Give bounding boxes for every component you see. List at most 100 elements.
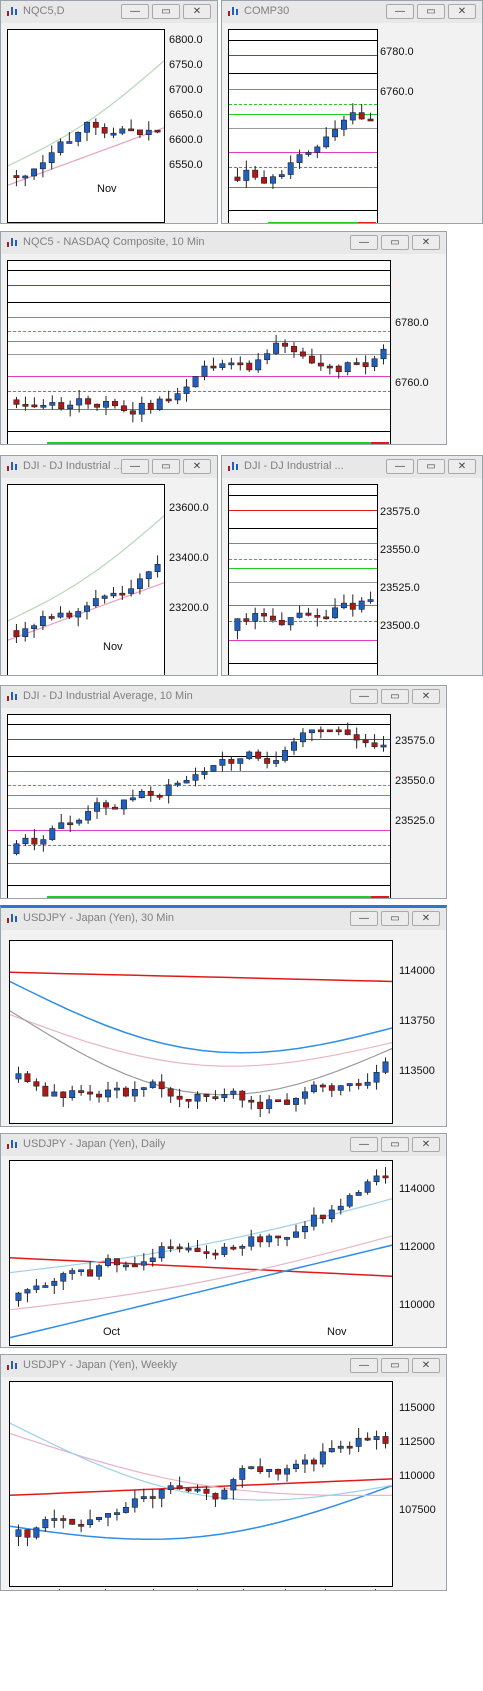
restore-button[interactable]: ▭ xyxy=(381,689,409,704)
restore-button[interactable]: ▭ xyxy=(417,4,445,19)
session-bar xyxy=(47,896,371,898)
plot-area[interactable] xyxy=(9,1381,393,1587)
candle-body xyxy=(119,128,126,134)
candle-body xyxy=(310,1084,317,1093)
close-button[interactable]: ✕ xyxy=(412,235,440,250)
chart-window-dji-30[interactable]: DJI - DJ Industrial ... — ▭ ✕ 23575.0 23550.0… xyxy=(221,455,483,676)
x-axis-tick xyxy=(243,1589,244,1590)
minimize-button[interactable]: — xyxy=(121,4,149,19)
candle-body xyxy=(364,1081,371,1086)
candle-body xyxy=(13,399,20,405)
window-titlebar[interactable]: COMP30 — ▭ ✕ xyxy=(222,1,482,23)
minimize-button[interactable]: — xyxy=(121,459,149,474)
x-axis-label: Apr 17 xyxy=(61,1589,93,1590)
restore-icon: ▭ xyxy=(390,691,400,702)
minimize-button[interactable]: — xyxy=(350,235,378,250)
x-axis-label: May xyxy=(107,1589,128,1590)
candle-body xyxy=(373,1175,380,1183)
window-titlebar[interactable]: NQC5,D — ▭ ✕ xyxy=(1,1,217,23)
window-title: COMP30 xyxy=(244,5,290,17)
close-button[interactable]: ✕ xyxy=(448,4,476,19)
minimize-button[interactable]: — xyxy=(350,1358,378,1373)
candle-body xyxy=(49,828,56,840)
close-button[interactable]: ✕ xyxy=(412,1358,440,1373)
chart-window-nqc5-daily[interactable]: NQC5,D — ▭ ✕ 6800.0 6750.0 6700.0 6650.0 6600.0 6… xyxy=(0,0,218,224)
candle-body xyxy=(362,739,369,744)
candle-body xyxy=(346,1445,353,1449)
plot-area[interactable] xyxy=(228,484,378,675)
candle-body xyxy=(246,751,253,759)
plot-area[interactable] xyxy=(7,484,165,675)
chart-window-usdjpy-30min[interactable]: USDJPY - Japan (Yen), 30 Min — ▭ ✕ 114000 113… xyxy=(0,905,447,1127)
minimize-button[interactable]: — xyxy=(386,4,414,19)
restore-button[interactable]: ▭ xyxy=(152,459,180,474)
close-icon: ✕ xyxy=(457,461,467,472)
candle-body xyxy=(305,612,312,616)
candle-body xyxy=(138,402,145,415)
candle-body xyxy=(301,1225,308,1233)
candle-body xyxy=(293,1463,299,1469)
candle-body xyxy=(319,1451,326,1465)
minimize-icon: — xyxy=(395,461,405,472)
candle-body xyxy=(174,393,181,401)
candle-body xyxy=(299,732,306,743)
chart-window-usdjpy-weekly[interactable]: USDJPY - Japan (Yen), Weekly — ▭ ✕ 115000 112… xyxy=(0,1354,447,1591)
chart-window-dji-10min[interactable]: DJI - DJ Industrial Average, 10 Min — ▭ ✕ 23… xyxy=(0,685,447,899)
price-chart-svg xyxy=(10,1167,392,1339)
price-chart-svg xyxy=(229,40,377,211)
minimize-button[interactable]: — xyxy=(350,1137,378,1152)
close-button[interactable]: ✕ xyxy=(183,459,211,474)
window-titlebar[interactable]: DJI - DJ Industrial ... — ▭ ✕ xyxy=(1,456,217,478)
plot-area[interactable] xyxy=(7,29,165,223)
chart-window-usdjpy-daily[interactable]: USDJPY - Japan (Yen), Daily — ▭ ✕ 114000 1120… xyxy=(0,1133,447,1348)
minimize-button[interactable]: — xyxy=(386,459,414,474)
plot-area[interactable] xyxy=(7,260,391,444)
restore-button[interactable]: ▭ xyxy=(381,911,409,926)
close-button[interactable]: ✕ xyxy=(412,911,440,926)
candle-body xyxy=(243,618,250,622)
chart-window-dji-daily[interactable]: DJI - DJ Industrial ... — ▭ ✕ 23600.0 23400.0… xyxy=(0,455,218,676)
restore-button[interactable]: ▭ xyxy=(381,235,409,250)
candle-body xyxy=(237,362,244,366)
close-button[interactable]: ✕ xyxy=(412,689,440,704)
candle-body xyxy=(308,355,315,364)
window-titlebar[interactable]: USDJPY - Japan (Yen), Daily — ▭ ✕ xyxy=(1,1134,446,1156)
minimize-button[interactable]: — xyxy=(350,689,378,704)
restore-button[interactable]: ▭ xyxy=(417,459,445,474)
app-icon xyxy=(6,460,18,472)
candle-body xyxy=(111,401,118,407)
candle-body xyxy=(328,1209,335,1220)
moving-average-line xyxy=(10,971,392,983)
window-titlebar[interactable]: NQC5 - NASDAQ Composite, 10 Min — ▭ ✕ xyxy=(1,232,446,254)
y-axis-label: 107500 xyxy=(399,1504,436,1516)
plot-area[interactable] xyxy=(9,940,393,1124)
candle-body xyxy=(346,1083,353,1086)
close-button[interactable]: ✕ xyxy=(412,1137,440,1152)
candle-body xyxy=(183,386,190,394)
minimize-button[interactable]: — xyxy=(350,911,378,926)
plot-area[interactable] xyxy=(228,29,378,223)
x-axis-label: 17:00 xyxy=(113,1126,141,1127)
candle-body xyxy=(319,1214,326,1220)
plot-area[interactable] xyxy=(9,1160,393,1346)
restore-button[interactable]: ▭ xyxy=(381,1358,409,1373)
close-button[interactable]: ✕ xyxy=(183,4,211,19)
candle-body xyxy=(203,1488,210,1494)
candle-body xyxy=(96,1516,103,1521)
window-titlebar[interactable]: DJI - DJ Industrial ... — ▭ ✕ xyxy=(222,456,482,478)
candle-body xyxy=(194,1488,201,1492)
restore-button[interactable]: ▭ xyxy=(152,4,180,19)
candle-body xyxy=(167,1088,174,1097)
restore-button[interactable]: ▭ xyxy=(381,1137,409,1152)
plot-area[interactable] xyxy=(7,714,391,898)
window-titlebar[interactable]: DJI - DJ Industrial Average, 10 Min — ▭ ✕ xyxy=(1,686,446,708)
candle-body xyxy=(66,141,73,144)
candle-body xyxy=(75,131,82,142)
chart-window-nqc5-10min[interactable]: NQC5 - NASDAQ Composite, 10 Min — ▭ ✕ 6780.0… xyxy=(0,231,447,445)
candle-body xyxy=(128,588,135,594)
close-button[interactable]: ✕ xyxy=(448,459,476,474)
window-titlebar[interactable]: USDJPY - Japan (Yen), Weekly — ▭ ✕ xyxy=(1,1355,446,1377)
window-titlebar[interactable]: USDJPY - Japan (Yen), 30 Min — ▭ ✕ xyxy=(1,908,446,930)
price-chart-svg xyxy=(8,515,164,644)
